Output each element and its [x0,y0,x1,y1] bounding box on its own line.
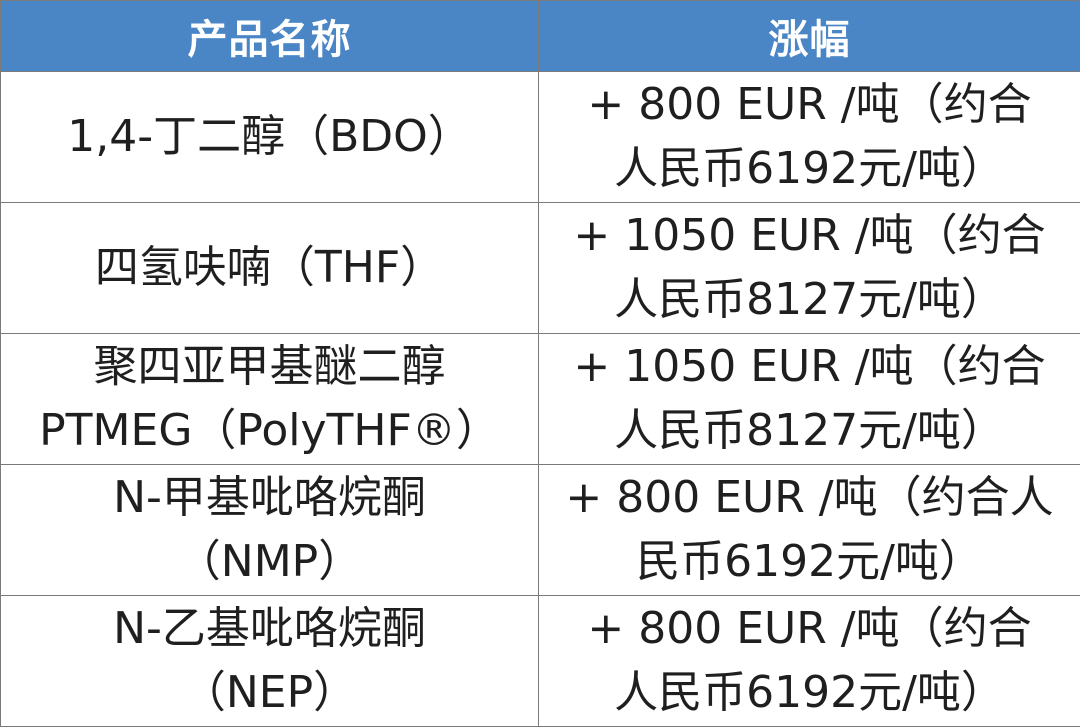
increase-line: 人民币6192元/吨） [549,137,1070,201]
table-row: 聚四亚甲基醚二醇 PTMEG（PolyTHF®） + 1050 EUR /吨（约… [1,334,1080,465]
product-cell: N-乙基吡咯烷酮 （NEP） [1,596,539,727]
product-name: N-甲基吡咯烷酮 [11,466,528,530]
product-name: （NEP） [11,661,528,725]
header-row: 产品名称 涨幅 [1,1,1080,72]
increase-line: + 800 EUR /吨（约合 [549,73,1070,137]
column-header-increase: 涨幅 [539,1,1080,72]
table-row: 四氢呋喃（THF） + 1050 EUR /吨（约合 人民币8127元/吨） [1,203,1080,334]
table-header: 产品名称 涨幅 [1,1,1080,72]
product-cell: N-甲基吡咯烷酮 （NMP） [1,465,539,596]
product-name: （NMP） [11,530,528,594]
increase-line: 人民币6192元/吨） [549,661,1070,725]
increase-cell: + 1050 EUR /吨（约合 人民币8127元/吨） [539,334,1080,465]
product-name: N-乙基吡咯烷酮 [11,597,528,661]
product-name: PTMEG（PolyTHF®） [11,399,528,463]
increase-line: 人民币8127元/吨） [549,399,1070,463]
column-header-product: 产品名称 [1,1,539,72]
product-name: 四氢呋喃（THF） [11,236,528,300]
table-row: N-甲基吡咯烷酮 （NMP） + 800 EUR /吨（约合人 民币6192元/… [1,465,1080,596]
product-name: 聚四亚甲基醚二醇 [11,335,528,399]
product-name: 1,4-丁二醇（BDO） [11,105,528,169]
table-row: N-乙基吡咯烷酮 （NEP） + 800 EUR /吨（约合 人民币6192元/… [1,596,1080,727]
table-row: 1,4-丁二醇（BDO） + 800 EUR /吨（约合 人民币6192元/吨） [1,72,1080,203]
product-cell: 四氢呋喃（THF） [1,203,539,334]
increase-line: 民币6192元/吨） [549,530,1070,594]
increase-line: + 1050 EUR /吨（约合 [549,204,1070,268]
product-cell: 1,4-丁二醇（BDO） [1,72,539,203]
increase-line: 人民币8127元/吨） [549,268,1070,332]
table-body: 1,4-丁二醇（BDO） + 800 EUR /吨（约合 人民币6192元/吨）… [1,72,1080,727]
increase-cell: + 800 EUR /吨（约合 人民币6192元/吨） [539,596,1080,727]
increase-cell: + 1050 EUR /吨（约合 人民币8127元/吨） [539,203,1080,334]
increase-line: + 800 EUR /吨（约合 [549,597,1070,661]
increase-cell: + 800 EUR /吨（约合人 民币6192元/吨） [539,465,1080,596]
increase-line: + 800 EUR /吨（约合人 [549,466,1070,530]
increase-line: + 1050 EUR /吨（约合 [549,335,1070,399]
product-cell: 聚四亚甲基醚二醇 PTMEG（PolyTHF®） [1,334,539,465]
increase-cell: + 800 EUR /吨（约合 人民币6192元/吨） [539,72,1080,203]
